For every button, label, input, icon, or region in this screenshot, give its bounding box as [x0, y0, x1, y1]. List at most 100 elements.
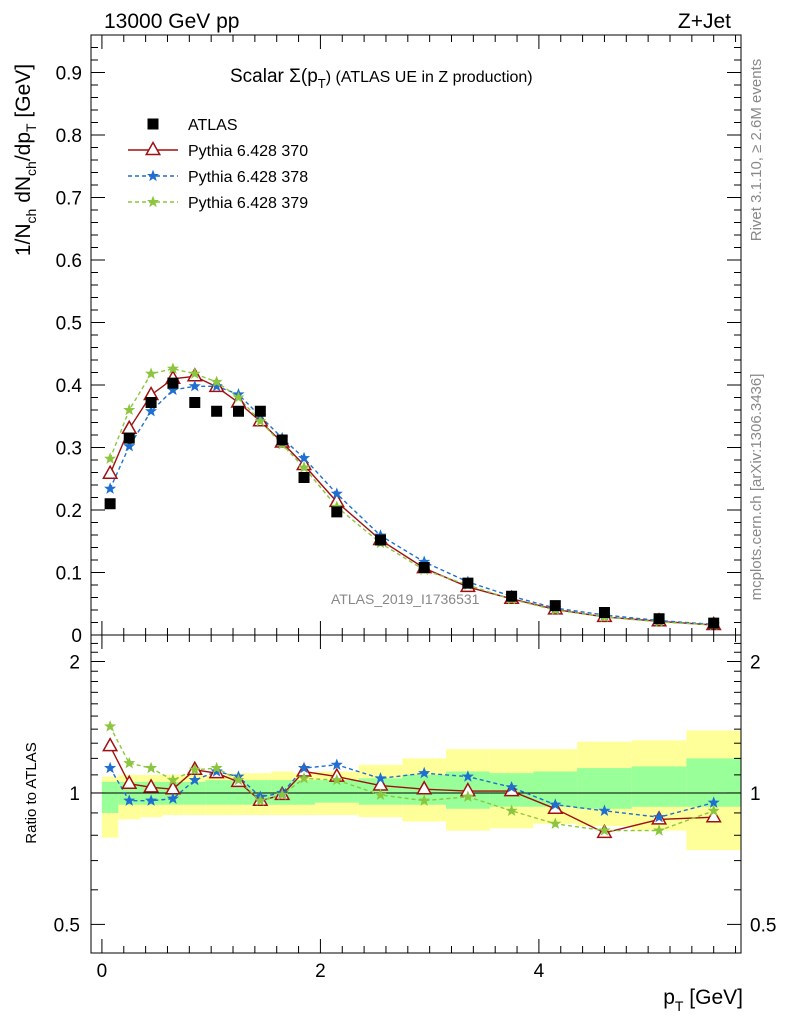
rivet-version-label: Rivet 3.1.10, ≥ 2.6M events	[748, 59, 765, 242]
process-label: Z+Jet	[678, 10, 731, 33]
main-y-axis-label-sub-ch: ch	[23, 209, 39, 224]
main-data-point	[254, 414, 267, 427]
ratio-data-point	[210, 761, 223, 774]
main-data-point	[166, 362, 179, 374]
main-y-axis-label-part-1: 1/N	[12, 223, 35, 256]
main-y-axis-label-sub-ch-2: ch	[23, 161, 39, 176]
ratio-data-point	[166, 773, 179, 786]
x-tick-label: 2	[315, 961, 326, 982]
main-data-point	[653, 613, 665, 625]
ratio-data-point	[123, 756, 136, 769]
main-data-point	[104, 452, 117, 464]
main-data-point	[123, 403, 136, 416]
ratio-data-point	[254, 794, 267, 806]
main-data-point	[708, 617, 720, 629]
ratio-frame	[90, 634, 742, 954]
chart-title-main: Scalar Σ(p	[230, 66, 318, 87]
chart-title-tail: ) (ATLAS UE in Z production)	[326, 69, 533, 86]
main-data-point	[145, 397, 157, 408]
ratio-data-point	[297, 761, 311, 774]
legend-label: Pythia 6.428 370	[188, 143, 308, 160]
main-data-point	[374, 534, 386, 546]
ratio-data-point	[598, 824, 611, 836]
main-data-point	[145, 404, 158, 417]
ratio-data-point	[598, 804, 611, 816]
legend-label: Pythia 6.428 378	[188, 169, 308, 186]
main-y-tick-label: 0.8	[56, 126, 82, 147]
ratio-data-point	[374, 788, 387, 801]
legend-marker	[144, 140, 162, 156]
ratio-inner-band-bin	[577, 768, 632, 809]
main-y-axis-label: 1/Nch dNch/dpT [GeV]	[12, 64, 39, 256]
main-y-tick-label: 0.4	[56, 376, 83, 397]
main-data-point	[123, 439, 136, 452]
main-data-point	[189, 397, 201, 408]
ratio-data-point	[143, 778, 160, 793]
ratio-data-point	[188, 773, 201, 786]
x-tick-label: 0	[97, 961, 108, 982]
energy-label: 13000 GeV pp	[104, 10, 239, 33]
main-y-axis-label-unit: [GeV]	[12, 64, 35, 124]
main-y-tick-label: 0.5	[56, 314, 82, 335]
main-data-point	[145, 367, 158, 379]
ratio-data-point	[461, 770, 474, 782]
main-series-line	[109, 375, 714, 626]
legend-marker	[146, 195, 160, 208]
ratio-data-point	[330, 758, 343, 770]
ratio-data-point	[297, 772, 311, 784]
ratio-data-point	[330, 773, 343, 786]
ratio-data-point	[416, 780, 433, 795]
main-y-tick-label: 0	[71, 626, 82, 647]
main-data-point	[188, 379, 201, 392]
ratio-data-point	[145, 794, 158, 806]
ratio-data-point	[188, 763, 201, 775]
main-y-axis-label-part-2: dN	[12, 176, 35, 209]
x-axis-label-unit: [GeV]	[683, 986, 743, 1009]
main-data-point	[188, 367, 201, 379]
ratio-data-point	[145, 761, 158, 774]
ratio-data-point	[232, 773, 245, 786]
ratio-y-tick-label: 1	[69, 784, 80, 805]
ratio-data-point	[549, 798, 562, 810]
legend-label: Pythia 6.428 379	[188, 195, 308, 212]
ratio-data-point	[505, 804, 518, 816]
chart-title: Scalar Σ(pT) (ATLAS UE in Z production)	[230, 66, 533, 91]
main-data-point	[104, 482, 117, 494]
main-data-point	[210, 379, 223, 392]
main-data-point	[297, 461, 311, 473]
main-data-point	[232, 405, 244, 417]
ratio-data-point	[276, 788, 289, 801]
ratio-y-tick-label-right: 1	[750, 784, 761, 805]
main-panel: 00.10.20.30.40.50.60.70.80.9 Scalar Σ(pT…	[12, 34, 742, 647]
mcplots-label: mcplots.cern.ch [arXiv:1306.3436]	[748, 374, 765, 601]
ratio-y-tick-label: 0.5	[54, 915, 80, 936]
main-data-point	[331, 506, 343, 518]
main-data-point	[167, 377, 179, 389]
main-y-tick-label: 0.7	[56, 189, 82, 210]
main-data-point	[598, 607, 610, 618]
main-data-point	[298, 472, 310, 483]
ratio-data-point	[653, 810, 666, 823]
ratio-data-point	[123, 794, 136, 806]
analysis-watermark: ATLAS_2019_I1736531	[331, 591, 480, 607]
main-data-point	[276, 434, 288, 446]
ratio-data-point	[104, 761, 117, 774]
main-data-point	[330, 487, 343, 499]
main-y-tick-label: 0.6	[56, 251, 82, 272]
ratio-data-point	[104, 720, 117, 732]
x-axis-label-p: p	[663, 986, 675, 1009]
ratio-data-point	[210, 765, 223, 777]
ratio-panel: 0 2 4 0.5 0.5 1 1 2 2 Ratio to ATLAS	[23, 634, 776, 982]
main-marks: 0 0.1 0.2 0.3 0.4 0.5 0.6 0.7 0.8 0.9	[56, 34, 741, 647]
legend-marker	[146, 169, 160, 182]
legend: ATLAS Pythia 6.428 370 Pythia 6.428 378 Pyt…	[128, 117, 308, 212]
chart-title-sub: T	[318, 76, 326, 91]
main-data-point	[506, 590, 518, 602]
main-series-line	[109, 385, 714, 626]
main-y-tick-label: 0.1	[56, 564, 82, 585]
ratio-data-point	[121, 774, 138, 789]
ratio-y-tick-label-right: 2	[750, 653, 761, 674]
ratio-marks: 0 2 4 0.5 0.5 1 1 2 2	[54, 635, 776, 982]
ratio-data-point	[418, 766, 431, 779]
